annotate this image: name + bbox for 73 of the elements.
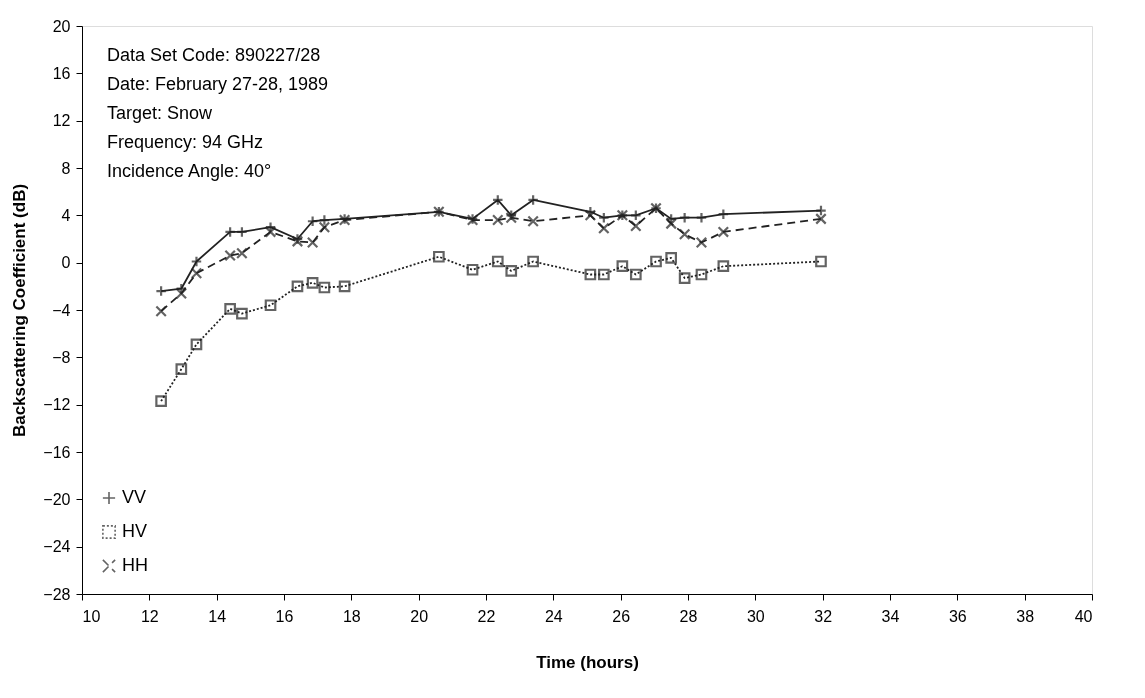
- y-tick-label: 4: [61, 206, 71, 224]
- point: [665, 252, 678, 264]
- x-tick-label: 36: [948, 607, 967, 625]
- point: [155, 305, 167, 318]
- point: [175, 363, 188, 376]
- point: [616, 260, 629, 273]
- x-tick-label: 38: [1016, 607, 1035, 625]
- y-tick-label: −16: [43, 443, 71, 461]
- point: [505, 265, 518, 277]
- point: [466, 263, 479, 276]
- y-tick-label: 20: [52, 17, 71, 35]
- point: [224, 302, 236, 315]
- x-axis-title: Time (hours): [536, 652, 639, 672]
- point: [629, 220, 642, 232]
- point: [597, 222, 610, 235]
- point: [433, 250, 445, 263]
- y-tick-label: 12: [52, 112, 71, 130]
- x-tick-label: 30: [746, 607, 765, 625]
- point: [695, 236, 708, 249]
- x-tick-label: 18: [342, 607, 361, 625]
- legend-label: HV: [122, 521, 148, 541]
- y-tick-label: −4: [52, 301, 71, 319]
- x-tick-label: 40: [1074, 607, 1093, 625]
- point: [306, 276, 319, 289]
- point: [190, 267, 203, 280]
- y-tick-label: 0: [61, 254, 71, 272]
- point: [236, 307, 248, 320]
- point: [815, 255, 827, 268]
- point: [264, 299, 277, 312]
- x-tick-label: 12: [140, 607, 159, 625]
- x-tick-label: 32: [814, 607, 833, 625]
- point: [190, 338, 203, 351]
- annotation: Data Set Code: 890227/28: [107, 45, 321, 65]
- y-tick-label: 8: [61, 159, 71, 177]
- y-axis-title: Backscattering Coefficient (dB): [10, 183, 30, 438]
- y-tick-label: −20: [43, 490, 71, 508]
- point: [650, 255, 662, 268]
- point: [155, 395, 167, 407]
- point: [338, 280, 351, 293]
- legend-label: HH: [122, 555, 148, 575]
- point: [318, 281, 331, 294]
- point: [597, 268, 610, 281]
- y-tick-label: −8: [52, 348, 71, 366]
- x-tick-label: 34: [881, 607, 900, 625]
- annotation: Target: Snow: [107, 103, 214, 123]
- y-tick-label: −28: [43, 585, 71, 603]
- annotation: Frequency: 94 GHz: [107, 132, 264, 152]
- point: [717, 260, 730, 273]
- x-tick-label: 26: [612, 607, 631, 625]
- y-tick-label: 16: [52, 64, 71, 82]
- annotation: Incidence Angle: 40°: [107, 161, 272, 181]
- point: [629, 268, 642, 281]
- point: [527, 215, 539, 228]
- x-tick-label: 22: [477, 607, 496, 625]
- point: [306, 236, 319, 249]
- annotation: Date: February 27-28, 1989: [107, 74, 329, 94]
- y-tick-label: −12: [43, 396, 71, 414]
- point: [584, 268, 597, 281]
- point: [527, 255, 539, 268]
- x-tick-label: 10: [82, 607, 101, 625]
- x-tick-label: 24: [544, 607, 563, 625]
- point: [678, 228, 691, 241]
- x-tick-label: 16: [275, 607, 294, 625]
- point: [678, 272, 691, 284]
- y-tick-label: −24: [43, 538, 71, 556]
- x-tick-label: 28: [679, 607, 698, 625]
- point: [695, 268, 708, 281]
- x-tick-label: 14: [208, 607, 227, 625]
- point: [291, 280, 304, 293]
- legend-label: VV: [122, 487, 147, 507]
- x-tick-label: 20: [410, 607, 429, 625]
- point: [491, 255, 504, 268]
- point: [717, 226, 730, 238]
